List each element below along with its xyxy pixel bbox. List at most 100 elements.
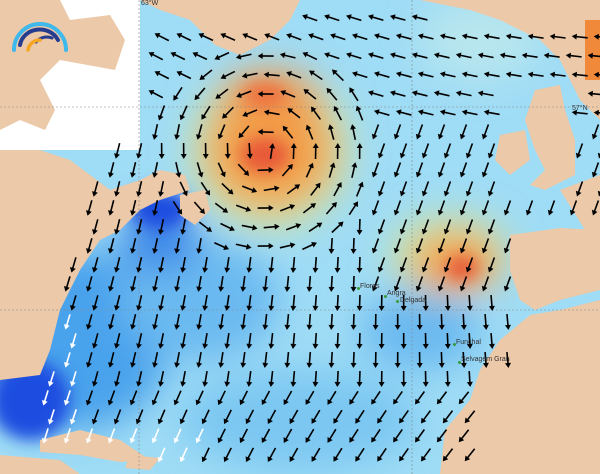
place-selvagem-grande[interactable]: Selvagem Gran — [461, 356, 510, 363]
wave-arrow — [350, 275, 357, 292]
wave-arrow — [356, 143, 363, 160]
wave-arrow — [152, 352, 159, 368]
wave-arrow — [591, 124, 600, 140]
wave-arrow — [257, 128, 274, 135]
wave-arrow — [372, 313, 379, 330]
wave-arrow — [236, 90, 252, 98]
wave-arrow — [417, 71, 434, 78]
wave-arrow — [290, 256, 297, 273]
wave-arrow — [377, 181, 386, 197]
wave-arrow — [41, 428, 49, 444]
wave-arrow — [195, 428, 204, 444]
wave-arrow — [268, 256, 275, 273]
place-flores[interactable]: Flores — [360, 283, 380, 290]
wave-arrow — [63, 428, 71, 444]
wave-arrow — [305, 428, 315, 443]
wave-arrow — [289, 409, 299, 424]
great-britain — [525, 85, 575, 190]
wave-arrow — [217, 390, 226, 406]
wave-arrow — [176, 70, 192, 80]
wave-arrow — [373, 33, 390, 40]
wave-arrow — [356, 294, 363, 311]
place-delgada[interactable]: Delgada — [400, 297, 427, 304]
wave-arrow — [525, 200, 534, 216]
wave-arrow — [63, 352, 71, 368]
wave-arrow — [158, 333, 165, 349]
wave-arrow — [422, 332, 429, 349]
wave-arrow — [415, 200, 424, 216]
wave-arrow — [201, 409, 210, 425]
wave-arrow — [174, 313, 181, 330]
wave-arrow — [393, 238, 402, 254]
wave-arrow — [180, 332, 187, 349]
wave-arrow — [224, 256, 231, 273]
wave-arrow — [328, 124, 335, 140]
place-angra[interactable]: Angra — [387, 290, 406, 297]
wave-arrow — [214, 202, 229, 213]
wave-arrow — [199, 69, 213, 80]
wave-arrow — [240, 351, 247, 368]
wave-arrow — [221, 182, 234, 195]
wave-arrow — [114, 219, 121, 235]
wave-arrow — [421, 181, 430, 197]
wave-arrow — [196, 162, 204, 178]
wave-arrow — [346, 52, 362, 60]
wave-arrow — [152, 276, 159, 292]
wave-arrow — [377, 409, 387, 424]
wave-arrow — [326, 87, 338, 101]
wave-arrow — [389, 90, 406, 97]
wave-arrow — [371, 428, 381, 443]
wave-arrow — [290, 332, 297, 349]
wave-arrow — [108, 162, 115, 178]
wave-arrow — [481, 200, 490, 216]
greenland — [140, 0, 300, 55]
wave-arrow — [287, 108, 301, 119]
place-funchal[interactable]: Funchal — [456, 339, 481, 346]
wave-arrow — [305, 124, 314, 140]
wave-arrow — [368, 14, 384, 22]
wave-arrow — [499, 52, 516, 59]
wave-arrow — [587, 90, 600, 97]
wave-arrow — [503, 200, 512, 216]
wave-arrow — [371, 124, 380, 140]
wave-arrow — [114, 143, 121, 159]
wave-arrow — [355, 409, 365, 424]
wave-arrow — [240, 275, 247, 292]
wave-arrow — [368, 52, 384, 60]
wave-arrow — [158, 219, 165, 235]
wave-arrow — [328, 237, 335, 254]
wave-arrow — [465, 219, 474, 235]
wave-arrow — [328, 351, 335, 368]
wave-arrow — [170, 51, 186, 61]
wave-arrow — [195, 124, 203, 140]
wave-arrow — [152, 162, 159, 178]
wave-arrow — [136, 143, 143, 159]
wave-arrow — [395, 33, 412, 40]
wave-arrow — [257, 242, 274, 249]
wave-arrow — [129, 428, 138, 444]
wave-arrow — [220, 222, 235, 232]
wave-arrow — [416, 313, 423, 330]
wave-arrow — [349, 87, 359, 102]
wave-arrow — [442, 410, 454, 424]
wave-arrow — [565, 52, 582, 59]
wave-arrow — [415, 162, 424, 178]
wave-arrow — [350, 237, 357, 254]
wave-arrow — [334, 256, 341, 273]
wave-arrow — [393, 276, 402, 292]
wave-arrow — [395, 71, 412, 78]
wave-arrow — [309, 70, 323, 81]
wave-arrow — [312, 256, 319, 273]
wave-arrow — [371, 276, 380, 292]
wave-arrow — [240, 313, 247, 330]
wave-arrow — [433, 90, 450, 97]
wave-arrow — [180, 218, 187, 235]
wave-arrow — [350, 313, 357, 330]
wave-arrow — [306, 313, 313, 330]
wave-arrow — [41, 390, 49, 406]
wave-arrow — [466, 294, 473, 311]
wave-arrow — [192, 52, 208, 61]
wave-arrow — [214, 51, 230, 60]
